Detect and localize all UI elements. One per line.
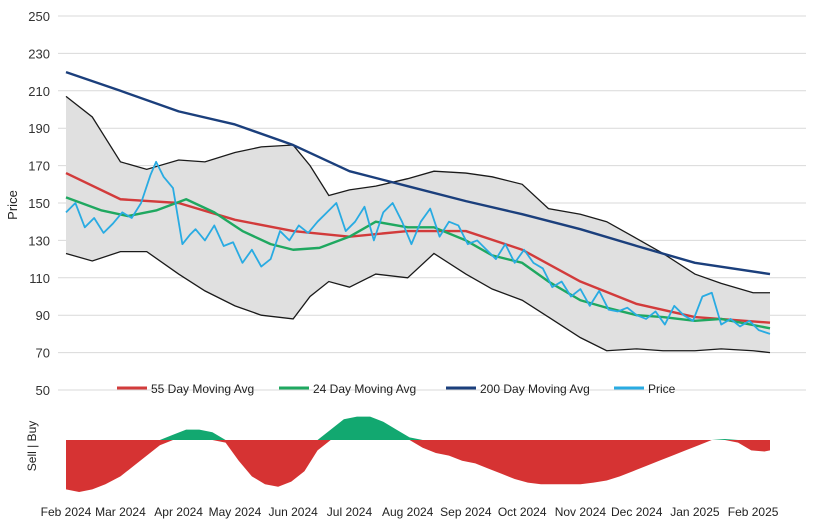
y-tick-label: 170 xyxy=(28,159,50,174)
x-tick-label: Nov 2024 xyxy=(555,505,607,519)
x-tick-label: Jul 2024 xyxy=(327,505,373,519)
x-tick-label: Jun 2024 xyxy=(268,505,318,519)
y-tick-label: 230 xyxy=(28,46,50,61)
series-line-price xyxy=(65,160,771,335)
y-axis-ticks: 50 70 90 110 130 150 170 190 210 230 250 xyxy=(28,9,50,398)
legend-label: 24 Day Moving Avg xyxy=(313,382,416,396)
y-tick-label: 150 xyxy=(28,196,50,211)
x-tick-label: Jan 2025 xyxy=(670,505,720,519)
y-tick-label: 210 xyxy=(28,84,50,99)
x-axis-ticks: Feb 2024 Mar 2024 Apr 2024 May 2024 Jun 2024… xyxy=(41,505,779,519)
band-upper-line xyxy=(65,95,770,294)
legend-item: 24 Day Moving Avg xyxy=(279,382,416,396)
legend: 55 Day Moving Avg 24 Day Moving Avg 200 Da… xyxy=(117,382,676,396)
legend-item: 200 Day Moving Avg xyxy=(446,382,590,396)
y-tick-label: 190 xyxy=(28,121,50,136)
y-tick-label: 250 xyxy=(28,9,50,24)
x-tick-label: Feb 2025 xyxy=(728,505,779,519)
y-tick-label: 130 xyxy=(28,233,50,248)
x-tick-label: Sep 2024 xyxy=(440,505,492,519)
legend-label: 55 Day Moving Avg xyxy=(151,382,254,396)
band-fill xyxy=(66,96,770,353)
y-axis-label: Price xyxy=(5,190,20,220)
x-tick-label: Aug 2024 xyxy=(382,505,434,519)
y-tick-label: 70 xyxy=(36,346,50,361)
x-tick-label: Dec 2024 xyxy=(611,505,663,519)
x-tick-label: Feb 2024 xyxy=(41,505,92,519)
y-tick-label: 90 xyxy=(36,308,50,323)
y-tick-label: 50 xyxy=(36,383,50,398)
range-band xyxy=(65,95,771,354)
legend-label: 200 Day Moving Avg xyxy=(480,382,590,396)
band-lower-line xyxy=(65,250,771,354)
x-tick-label: Mar 2024 xyxy=(95,505,146,519)
x-tick-label: Oct 2024 xyxy=(498,505,547,519)
sell-area xyxy=(66,440,770,492)
legend-item: 55 Day Moving Avg xyxy=(117,382,254,396)
series-line-200-day-moving-avg xyxy=(65,70,771,276)
x-tick-label: May 2024 xyxy=(209,505,262,519)
legend-label: Price xyxy=(648,382,676,396)
legend-item: Price xyxy=(614,382,676,396)
signal-axis-label: Sell | Buy xyxy=(25,421,39,471)
buy-area xyxy=(66,416,770,440)
series-lines xyxy=(65,70,771,335)
x-tick-label: Apr 2024 xyxy=(154,505,203,519)
y-tick-label: 110 xyxy=(29,271,50,286)
signal-area xyxy=(66,416,770,492)
